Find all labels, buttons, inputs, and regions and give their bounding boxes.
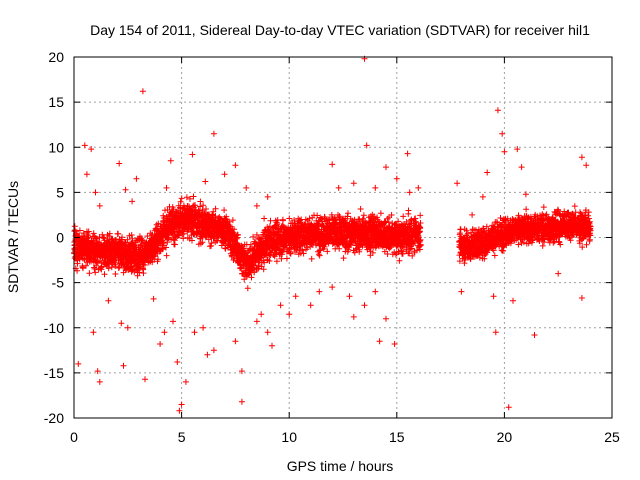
data-point: [315, 251, 322, 258]
data-point: [108, 264, 115, 271]
data-point: [115, 230, 122, 237]
data-point: [83, 262, 89, 269]
data-point: [136, 269, 143, 276]
data-point: [92, 269, 99, 276]
data-point: [203, 206, 209, 212]
data-point: [115, 265, 122, 271]
data-point: [199, 239, 206, 246]
data-point: [248, 274, 255, 281]
data-point: [279, 216, 286, 223]
data-point: [178, 195, 185, 202]
data-point: [155, 256, 161, 263]
data-point: [101, 271, 108, 278]
data-point: [283, 255, 290, 262]
data-point: [287, 250, 294, 257]
data-point: [187, 195, 193, 202]
data-point: [324, 248, 331, 255]
data-point: [74, 267, 81, 274]
data-point: [99, 231, 106, 238]
data-point: [299, 247, 306, 254]
data-point: [183, 194, 190, 201]
data-point: [274, 217, 281, 223]
data-point: [287, 250, 293, 257]
data-point: [164, 206, 171, 213]
data-point: [244, 285, 251, 292]
data-point: [250, 233, 257, 240]
data-point: [128, 232, 135, 238]
data-point: [135, 264, 142, 271]
data-point: [336, 245, 343, 252]
data-point: [251, 269, 258, 276]
data-point: [144, 233, 151, 240]
data-point: [106, 230, 113, 237]
data-point: [163, 252, 170, 259]
data-point: [261, 215, 268, 222]
chart-title: Day 154 of 2011, Sidereal Day-to-day VTE…: [90, 22, 590, 38]
data-point: [116, 264, 123, 271]
data-point: [306, 215, 313, 222]
data-point: [200, 202, 207, 209]
data-point: [317, 247, 324, 253]
data-point: [105, 265, 112, 272]
data-point: [85, 234, 92, 241]
data-point: [76, 227, 83, 234]
data-point: [316, 252, 323, 259]
data-point: [112, 271, 119, 277]
data-point: [192, 202, 199, 209]
data-points: [71, 55, 594, 414]
data-point: [170, 206, 177, 213]
data-point: [86, 270, 93, 277]
data-point: [221, 207, 228, 214]
data-point: [189, 237, 195, 244]
data-point: [90, 230, 97, 237]
data-point: [234, 232, 241, 238]
data-point: [253, 231, 260, 238]
data-point: [321, 214, 328, 220]
data-point: [319, 221, 326, 228]
data-point: [180, 230, 187, 237]
data-point: [331, 215, 338, 222]
data-point: [212, 205, 219, 212]
data-point: [308, 255, 315, 262]
data-point: [124, 236, 131, 243]
data-point: [91, 265, 98, 272]
data-point: [261, 259, 268, 266]
data-point: [163, 244, 169, 251]
data-point: [190, 193, 197, 200]
data-point: [278, 255, 285, 262]
data-point: [240, 245, 247, 252]
data-point: [140, 270, 147, 277]
data-point: [300, 250, 307, 257]
data-point: [247, 241, 254, 248]
data-point: [197, 198, 204, 205]
data-point: [71, 223, 78, 230]
data-point: [291, 217, 298, 223]
data-point: [260, 266, 267, 273]
data-point: [177, 198, 184, 205]
data-point: [267, 217, 274, 224]
data-point: [208, 240, 215, 247]
data-point: [180, 235, 187, 242]
data-point: [226, 224, 232, 231]
data-point: [233, 235, 240, 242]
data-point: [266, 258, 273, 264]
data-point: [229, 217, 236, 224]
data-point: [85, 228, 92, 235]
data-point: [98, 263, 105, 270]
data-point: [273, 258, 280, 265]
data-point: [74, 260, 81, 267]
data-point: [139, 236, 146, 243]
data-point: [286, 215, 293, 222]
